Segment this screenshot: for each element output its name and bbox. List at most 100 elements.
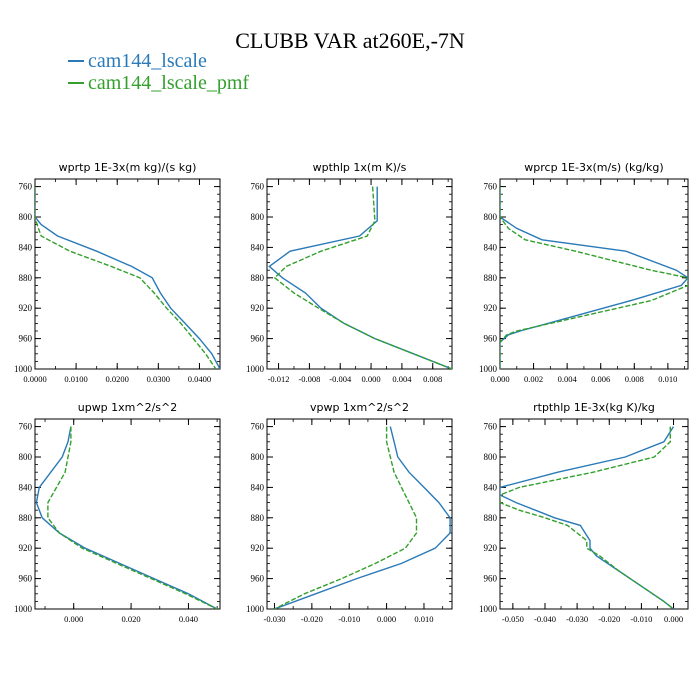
x-tick-label: 0.0300	[147, 374, 170, 384]
plot-frame	[499, 178, 689, 370]
plot-frame	[34, 178, 221, 370]
series-line-1	[274, 426, 451, 609]
x-tick-label: 0.000	[664, 614, 683, 624]
legend-label-series1: cam144_lscale	[88, 49, 207, 72]
x-tick-label: 0.000	[490, 374, 509, 384]
x-tick-label: -0.050	[502, 614, 524, 624]
legend-swatch-series2	[68, 82, 84, 84]
subplot-3: wprcp 1E-3x(m/s) (kg/kg) 760 800 840 880 920 9…	[479, 161, 689, 384]
x-tick-label: 0.008	[625, 374, 644, 384]
y-tick-label: 760	[251, 422, 265, 432]
legend-item-series1: cam144_lscale	[68, 50, 249, 72]
subplot-title: rtpthlp 1E-3x(kg K)/kg	[533, 401, 655, 414]
y-tick-label: 880	[19, 513, 33, 523]
subplot-6: rtpthlp 1E-3x(kg K)/kg 760 800 840 880 920 960…	[479, 401, 689, 624]
x-tick-label: 0.0400	[188, 374, 211, 384]
y-tick-label: 800	[19, 212, 33, 222]
y-tick-label: 760	[484, 182, 498, 192]
series-line-2	[47, 426, 218, 609]
y-tick-label: 840	[19, 482, 33, 492]
subplot-4: upwp 1xm^2/s^2 760 800 840 880 920 960 1000 0.00…	[14, 401, 221, 624]
x-tick-label: 0.010	[414, 614, 433, 624]
series-line-1	[35, 426, 218, 609]
x-tick-label: 0.020	[122, 614, 141, 624]
y-tick-label: 1000	[479, 364, 498, 374]
y-tick-label: 760	[251, 182, 265, 192]
plot-frame	[266, 418, 453, 610]
x-tick-label: 0.010	[658, 374, 677, 384]
x-tick-label: 0.000	[362, 374, 381, 384]
y-tick-label: 880	[484, 513, 498, 523]
y-tick-label: 960	[251, 334, 265, 344]
x-tick-label: 0.006	[591, 374, 610, 384]
y-tick-label: 1000	[246, 364, 265, 374]
y-tick-label: 1000	[246, 604, 265, 614]
y-tick-label: 920	[251, 303, 265, 313]
x-tick-label: 0.0000	[23, 374, 46, 384]
subplot-title: vpwp 1xm^2/s^2	[310, 401, 409, 414]
y-tick-label: 840	[251, 482, 265, 492]
x-tick-label: -0.030	[263, 614, 285, 624]
plot-frame	[34, 418, 221, 610]
y-tick-label: 1000	[14, 364, 33, 374]
y-tick-label: 960	[484, 574, 498, 584]
y-tick-label: 960	[19, 574, 33, 584]
legend-swatch-series1	[68, 60, 84, 62]
x-tick-label: -0.030	[566, 614, 588, 624]
subplot-title: wprtp 1E-3x(m kg)/(s kg)	[59, 161, 197, 174]
series-line-1	[268, 186, 452, 369]
series-line-2	[500, 426, 674, 609]
subplot-title: wpthlp 1x(m K)/s	[313, 161, 407, 174]
plot-frame	[266, 178, 453, 370]
x-tick-label: 0.004	[392, 374, 412, 384]
x-tick-label: 0.040	[179, 614, 198, 624]
x-tick-label: -0.020	[598, 614, 620, 624]
y-tick-label: 880	[19, 273, 33, 283]
x-tick-label: -0.008	[298, 374, 320, 384]
x-tick-label: -0.010	[630, 614, 652, 624]
y-tick-label: 1000	[479, 604, 498, 614]
y-tick-label: 920	[484, 543, 498, 553]
y-tick-label: 880	[251, 273, 265, 283]
y-tick-label: 840	[19, 242, 33, 252]
x-tick-label: -0.040	[534, 614, 556, 624]
y-tick-label: 960	[484, 334, 498, 344]
y-tick-label: 920	[19, 543, 33, 553]
subplot-1: wprtp 1E-3x(m kg)/(s kg) 760 800 840 880 920 9…	[14, 161, 221, 384]
y-tick-label: 920	[251, 543, 265, 553]
y-tick-label: 840	[484, 482, 498, 492]
subplot-title: wprcp 1E-3x(m/s) (kg/kg)	[524, 161, 663, 174]
y-tick-label: 800	[484, 212, 498, 222]
x-tick-label: 0.000	[64, 614, 83, 624]
y-tick-label: 760	[19, 422, 33, 432]
y-tick-label: 840	[484, 242, 498, 252]
x-tick-label: -0.004	[329, 374, 352, 384]
y-tick-label: 800	[251, 212, 265, 222]
y-tick-label: 760	[484, 422, 498, 432]
y-tick-label: 920	[19, 303, 33, 313]
y-tick-label: 880	[484, 273, 498, 283]
series-line-2	[273, 186, 452, 369]
y-tick-label: 840	[251, 242, 265, 252]
y-tick-label: 760	[19, 182, 33, 192]
subplot-2: wpthlp 1x(m K)/s7608008408809209601000-0…	[246, 161, 453, 384]
series-line-1	[500, 426, 675, 609]
series-line-2	[35, 186, 217, 369]
legend-item-series2: cam144_lscale_pmf	[68, 72, 249, 94]
x-tick-label: -0.010	[338, 614, 360, 624]
y-tick-label: 920	[484, 303, 498, 313]
x-tick-label: 0.0200	[106, 374, 129, 384]
x-tick-label: 0.0100	[64, 374, 87, 384]
y-tick-label: 880	[251, 513, 265, 523]
subplot-title: upwp 1xm^2/s^2	[78, 401, 178, 414]
y-tick-label: 960	[19, 334, 33, 344]
y-tick-label: 800	[484, 452, 498, 462]
x-tick-label: -0.012	[268, 374, 290, 384]
x-tick-label: 0.002	[524, 374, 543, 384]
legend: cam144_lscale cam144_lscale_pmf	[68, 50, 249, 94]
y-tick-label: 1000	[14, 604, 33, 614]
figure-title: CLUBB VAR at260E,-7N	[235, 28, 465, 53]
y-tick-label: 800	[19, 452, 33, 462]
plot-frame	[499, 418, 689, 610]
